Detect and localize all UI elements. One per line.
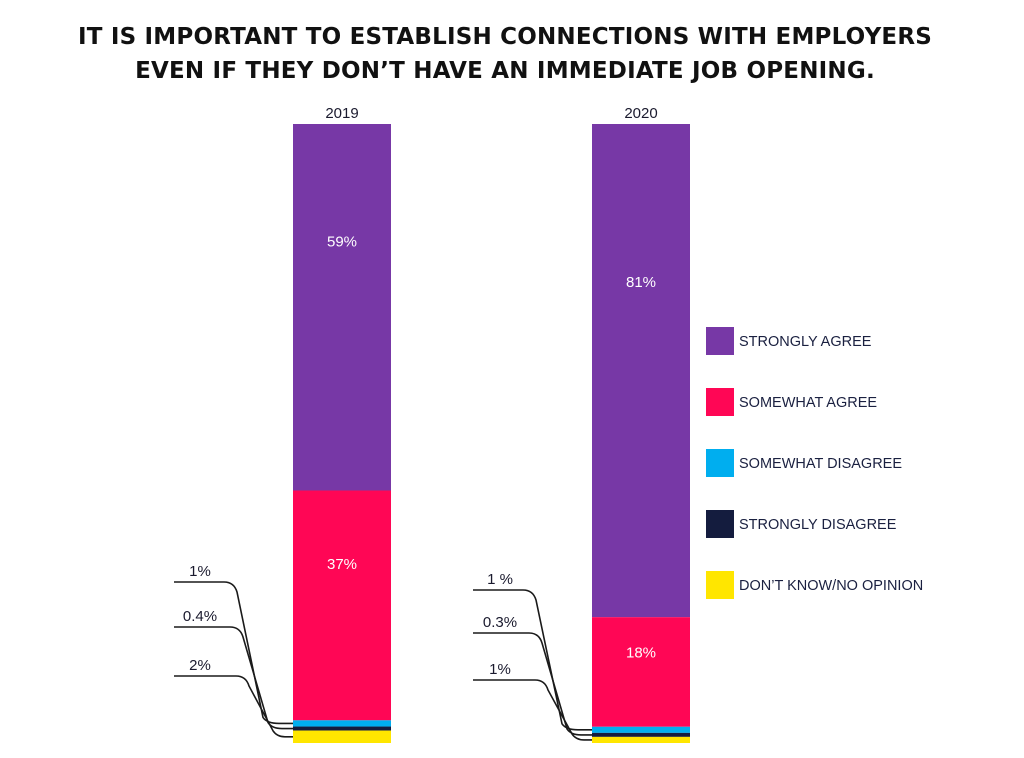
bar-segment-2020-somewhat-agree: [592, 617, 690, 727]
bar-segment-2019-somewhat-disagree: [293, 720, 391, 727]
chart-title-line-1: IT IS IMPORTANT TO ESTABLISH CONNECTIONS…: [77, 24, 933, 50]
data-label-2019-strongly-disagree: 0.4%: [183, 608, 217, 625]
legend-swatch-strongly-disagree: [706, 510, 734, 538]
legend-label-somewhat-disagree: SOMEWHAT DISAGREE: [739, 456, 902, 472]
data-label-2020-somewhat-agree: 18%: [626, 644, 656, 661]
bar-segment-2019-don-t-know-no-opinion: [293, 730, 391, 743]
leader-line-2019-don-t-know-no-opinion: [174, 675, 293, 738]
chart-title: IT IS IMPORTANT TO ESTABLISH CONNECTIONS…: [0, 20, 1010, 88]
data-label-2019-don-t-know-no-opinion: 2%: [189, 657, 211, 674]
bar-segment-2019-somewhat-agree: [293, 490, 391, 721]
bar-segment-2019-strongly-disagree: [293, 726, 391, 731]
leader-line-2020-somewhat-disagree: [473, 589, 592, 731]
legend-swatch-somewhat-agree: [706, 388, 734, 416]
legend-label-strongly-agree: STRONGLY AGREE: [739, 334, 872, 350]
data-label-2020-strongly-agree: 81%: [626, 274, 656, 291]
leader-line-2020-don-t-know-no-opinion: [473, 679, 592, 741]
bar-segment-2020-somewhat-disagree: [592, 726, 690, 733]
leader-line-2020-strongly-disagree: [473, 632, 592, 736]
bars-layer: [293, 124, 690, 743]
legend-label-strongly-disagree: STRONGLY DISAGREE: [739, 517, 897, 533]
legend-label-don-t-know-no-opinion: DON’T KNOW/NO OPINION: [739, 578, 923, 594]
data-label-2020-strongly-disagree: 0.3%: [483, 614, 517, 631]
legend-label-somewhat-agree: SOMEWHAT AGREE: [739, 395, 877, 411]
data-label-2020-don-t-know-no-opinion: 1%: [489, 661, 511, 678]
data-label-2020-somewhat-disagree: 1 %: [487, 571, 513, 588]
data-label-2019-strongly-agree: 59%: [327, 233, 357, 250]
bar-segment-2020-strongly-agree: [592, 124, 690, 618]
leader-lines-layer: [174, 581, 592, 741]
bar-segment-2019-strongly-agree: [293, 124, 391, 491]
leader-line-2019-somewhat-disagree: [174, 581, 293, 725]
chart-title-line-2: EVEN IF THEY DON’T HAVE AN IMMEDIATE JOB…: [135, 58, 875, 84]
legend-swatch-somewhat-disagree: [706, 449, 734, 477]
data-label-2019-somewhat-agree: 37%: [327, 556, 357, 573]
year-label-2020: 2020: [624, 105, 657, 122]
legend-swatch-strongly-agree: [706, 327, 734, 355]
legend: STRONGLY AGREE SOMEWHAT AGREE SOMEWHAT DIS…: [706, 327, 923, 599]
bar-segment-2020-strongly-disagree: [592, 732, 690, 737]
labels-layer: 2019 59% 37% 1% 0.4% 2% 2020 81% 18% 1 % 0.3% 1%: [183, 105, 658, 678]
data-label-2019-somewhat-disagree: 1%: [189, 563, 211, 580]
year-label-2019: 2019: [325, 105, 358, 122]
bar-segment-2020-don-t-know-no-opinion: [592, 736, 690, 743]
legend-swatch-don-t-know-no-opinion: [706, 571, 734, 599]
leader-line-2019-strongly-disagree: [174, 626, 293, 730]
